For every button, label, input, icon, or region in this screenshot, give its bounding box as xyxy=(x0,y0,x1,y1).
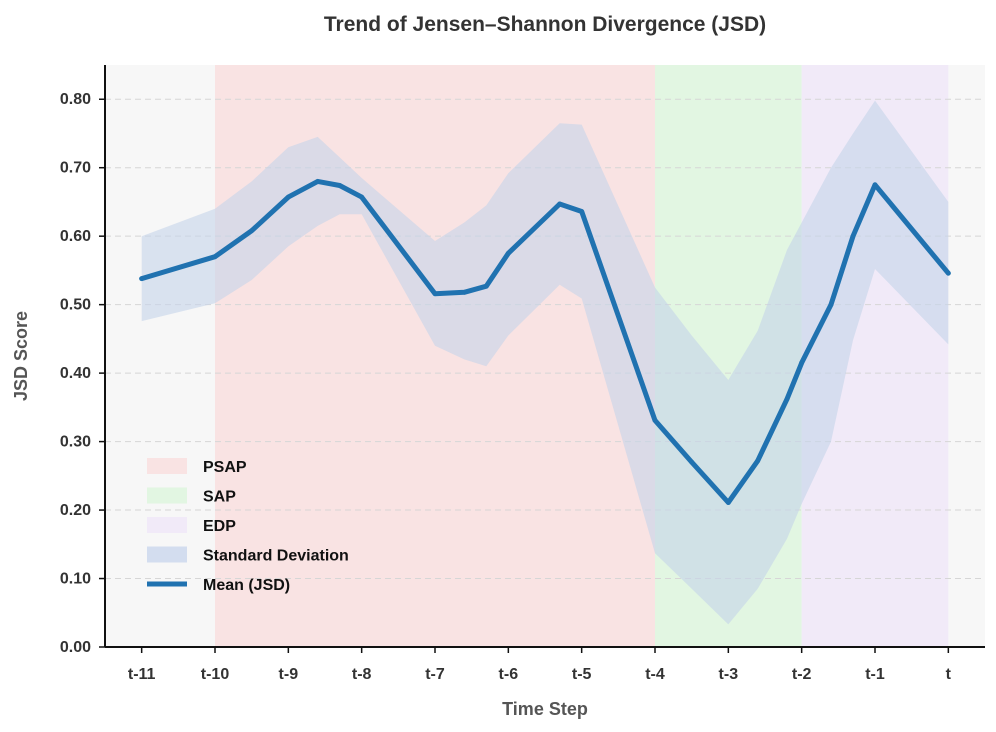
legend-swatch xyxy=(147,546,187,563)
y-tick-label: 0.60 xyxy=(60,228,91,245)
legend-label: Standard Deviation xyxy=(203,548,349,565)
y-tick-label: 0.00 xyxy=(60,639,91,656)
mean-data-point xyxy=(784,396,790,402)
mean-data-point xyxy=(461,289,467,295)
x-tick-label: t-11 xyxy=(128,666,156,683)
x-tick-label: t-3 xyxy=(719,666,739,683)
x-ticks: t-11 t-10 t-9 t-8 t-7 t-6 t-5 t-4 t-3 t-2 t-1 t xyxy=(128,647,952,683)
mean-data-point xyxy=(799,360,805,366)
mean-data-point xyxy=(505,250,511,256)
mean-data-point xyxy=(212,254,218,260)
y-ticks: 0.00 0.10 0.20 0.30 0.40 0.50 0.60 0.70 0.80 xyxy=(60,91,105,656)
mean-data-point xyxy=(850,233,856,239)
y-axis-label: JSD Score xyxy=(11,311,31,401)
legend: PSAP SAP EDP Standard Deviation Mean (JSD) xyxy=(147,458,349,594)
y-tick-label: 0.30 xyxy=(60,434,91,451)
mean-data-point xyxy=(359,194,365,200)
legend-swatch xyxy=(147,517,187,533)
mean-data-point xyxy=(579,209,585,214)
y-tick-label: 0.70 xyxy=(60,160,91,177)
mean-data-point xyxy=(945,270,951,276)
legend-label: Mean (JSD) xyxy=(203,577,290,594)
std-band-group xyxy=(141,100,949,625)
mean-data-point xyxy=(652,417,658,423)
legend-label: SAP xyxy=(203,489,236,506)
y-tick-label: 0.40 xyxy=(60,365,91,382)
x-axis-label: Time Step xyxy=(502,699,588,719)
mean-data-point xyxy=(285,194,291,200)
legend-swatch xyxy=(147,487,187,504)
axes xyxy=(104,65,985,648)
mean-data-point xyxy=(828,302,834,308)
mean-data-point xyxy=(689,459,695,465)
y-tick-label: 0.10 xyxy=(60,571,91,588)
x-tick-label: t-7 xyxy=(425,666,445,683)
mean-data-point xyxy=(139,276,145,282)
mean-data-point xyxy=(872,182,878,188)
x-tick-label: t-2 xyxy=(792,666,812,683)
y-tick-label: 0.20 xyxy=(60,502,91,519)
mean-data-point xyxy=(315,179,321,184)
std-deviation-band xyxy=(141,100,949,625)
x-tick-label: t-5 xyxy=(572,666,592,683)
legend-swatch xyxy=(147,458,187,474)
y-tick-label: 0.50 xyxy=(60,297,91,314)
chart-title: Trend of Jensen–Shannon Divergence (JSD) xyxy=(324,13,766,36)
legend-label: EDP xyxy=(203,518,236,535)
mean-data-point xyxy=(483,283,489,289)
x-tick-label: t-9 xyxy=(279,666,299,683)
mean-data-point xyxy=(725,500,731,505)
x-tick-label: t xyxy=(946,666,952,683)
x-tick-label: t-8 xyxy=(352,666,372,683)
mean-data-point xyxy=(432,291,438,297)
x-tick-label: t-10 xyxy=(201,666,230,683)
x-tick-label: t-4 xyxy=(645,666,665,683)
mean-data-point xyxy=(249,228,255,234)
mean-data-point xyxy=(337,183,343,188)
legend-label: PSAP xyxy=(203,459,247,476)
y-tick-label: 0.80 xyxy=(60,91,91,108)
x-tick-label: t-1 xyxy=(865,666,885,683)
mean-line-group xyxy=(139,178,951,505)
x-tick-label: t-6 xyxy=(499,666,519,683)
mean-data-point xyxy=(755,458,761,464)
mean-data-point xyxy=(557,201,563,207)
